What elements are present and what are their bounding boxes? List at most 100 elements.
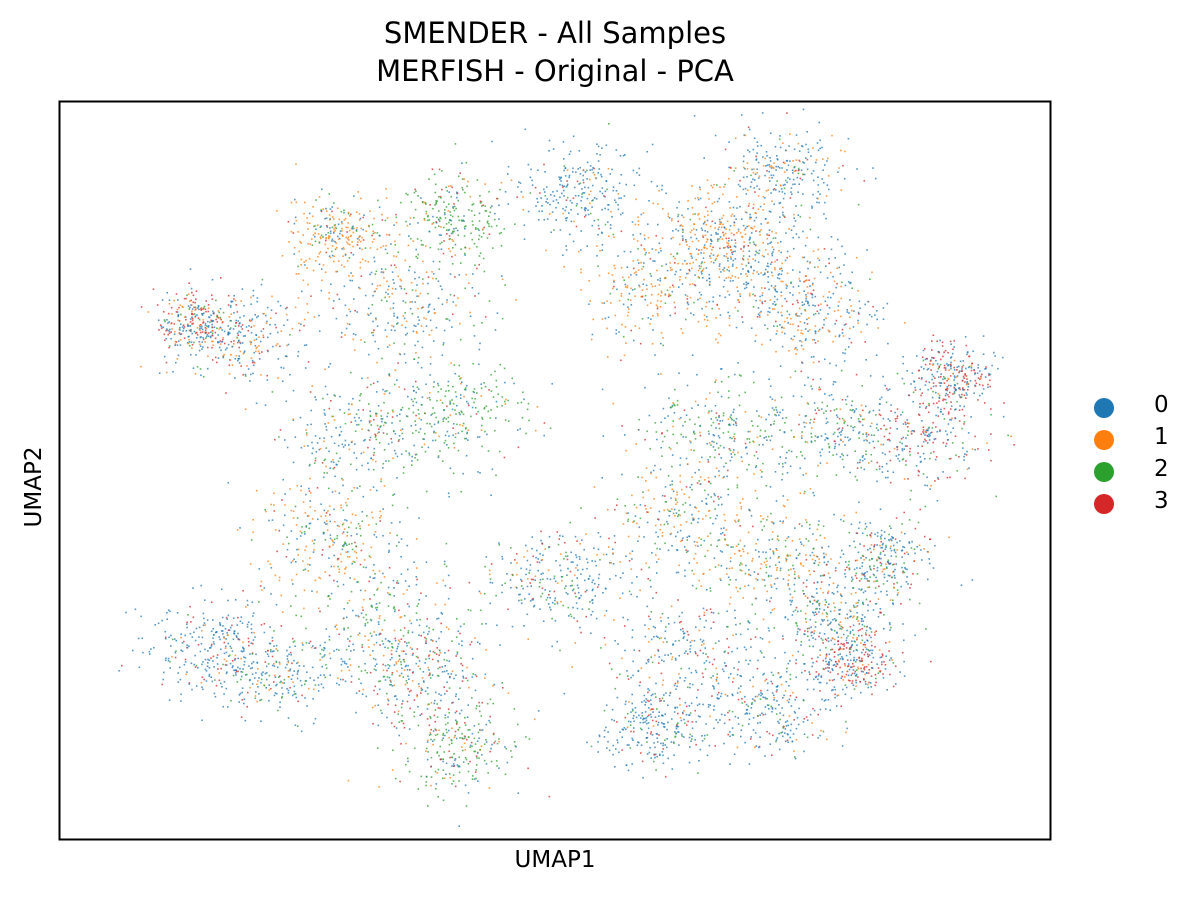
scatter-point [463, 226, 466, 228]
scatter-point [255, 672, 257, 674]
scatter-point [391, 504, 394, 507]
scatter-point [304, 512, 307, 514]
scatter-point [212, 312, 215, 315]
scatter-point [422, 306, 424, 308]
scatter-point [315, 199, 317, 201]
scatter-point [702, 257, 705, 259]
scatter-point [610, 210, 612, 213]
scatter-point [223, 641, 226, 644]
scatter-point [415, 662, 418, 665]
scatter-point [669, 267, 672, 269]
scatter-point [305, 545, 307, 548]
scatter-point [447, 210, 450, 212]
scatter-point [299, 530, 302, 533]
scatter-point [718, 226, 720, 228]
scatter-point [264, 672, 267, 675]
scatter-point [358, 632, 361, 635]
scatter-point [597, 583, 600, 586]
scatter-point [625, 183, 627, 186]
scatter-point [211, 680, 214, 683]
scatter-point [438, 220, 441, 223]
scatter-point [392, 279, 394, 281]
scatter-point [285, 400, 288, 403]
scatter-point [388, 551, 390, 553]
scatter-point [297, 273, 300, 275]
scatter-point [760, 223, 762, 225]
scatter-point [357, 423, 360, 426]
scatter-point [523, 238, 526, 240]
scatter-point [541, 205, 543, 207]
scatter-point [231, 660, 234, 662]
scatter-point [395, 545, 398, 547]
scatter-point [173, 333, 176, 335]
scatter-point [358, 665, 360, 668]
scatter-point [657, 293, 660, 296]
scatter-point [202, 338, 205, 341]
scatter-point [238, 346, 240, 349]
scatter-point [381, 712, 383, 714]
scatter-point [559, 649, 561, 652]
scatter-point [439, 399, 442, 401]
scatter-point [242, 646, 244, 649]
scatter-point [605, 553, 608, 556]
scatter-point [650, 275, 653, 277]
scatter-point [451, 255, 453, 258]
scatter-point [350, 534, 353, 537]
scatter-point [439, 758, 442, 761]
scatter-point [481, 418, 484, 420]
scatter-point [764, 218, 767, 220]
scatter-point [219, 623, 221, 626]
scatter-point [231, 624, 233, 627]
scatter-point [365, 613, 367, 616]
scatter-point [623, 279, 625, 281]
scatter-point [732, 280, 734, 282]
scatter-point [477, 292, 480, 295]
scatter-point [461, 162, 463, 164]
scatter-point [214, 695, 217, 698]
scatter-point [581, 608, 584, 610]
scatter-point [187, 293, 190, 295]
scatter-point [484, 316, 487, 318]
scatter-point [217, 357, 220, 359]
scatter-point [752, 178, 754, 181]
scatter-point [689, 253, 691, 255]
scatter-point [517, 402, 519, 404]
scatter-point [371, 241, 374, 243]
scatter-point [333, 419, 336, 421]
scatter-point [776, 291, 779, 293]
scatter-point [459, 338, 462, 341]
scatter-point [383, 675, 386, 678]
scatter-point [604, 190, 607, 193]
scatter-point [252, 289, 255, 292]
scatter-point [326, 523, 329, 525]
scatter-point [722, 286, 725, 288]
scatter-point [362, 542, 365, 545]
scatter-point [225, 616, 228, 619]
scatter-point [698, 265, 701, 267]
scatter-point [253, 339, 256, 342]
scatter-point [215, 299, 217, 302]
scatter-point [476, 705, 478, 707]
scatter-point [314, 435, 317, 437]
scatter-point [572, 135, 575, 138]
scatter-point [158, 372, 161, 374]
scatter-point [403, 726, 406, 729]
scatter-point [697, 320, 700, 323]
scatter-point [230, 341, 233, 343]
scatter-point [377, 405, 380, 407]
scatter-point [462, 749, 464, 752]
scatter-point [226, 671, 228, 673]
scatter-point [391, 293, 394, 295]
scatter-point [712, 296, 715, 298]
scatter-point [188, 282, 190, 284]
scatter-point [234, 669, 236, 672]
scatter-point [420, 239, 423, 242]
scatter-point [338, 260, 340, 262]
scatter-point [191, 636, 194, 638]
scatter-point [768, 165, 771, 168]
scatter-point [745, 193, 748, 195]
scatter-point [408, 678, 410, 680]
scatter-point [557, 543, 560, 546]
scatter-point [229, 332, 231, 334]
scatter-point [734, 306, 737, 309]
